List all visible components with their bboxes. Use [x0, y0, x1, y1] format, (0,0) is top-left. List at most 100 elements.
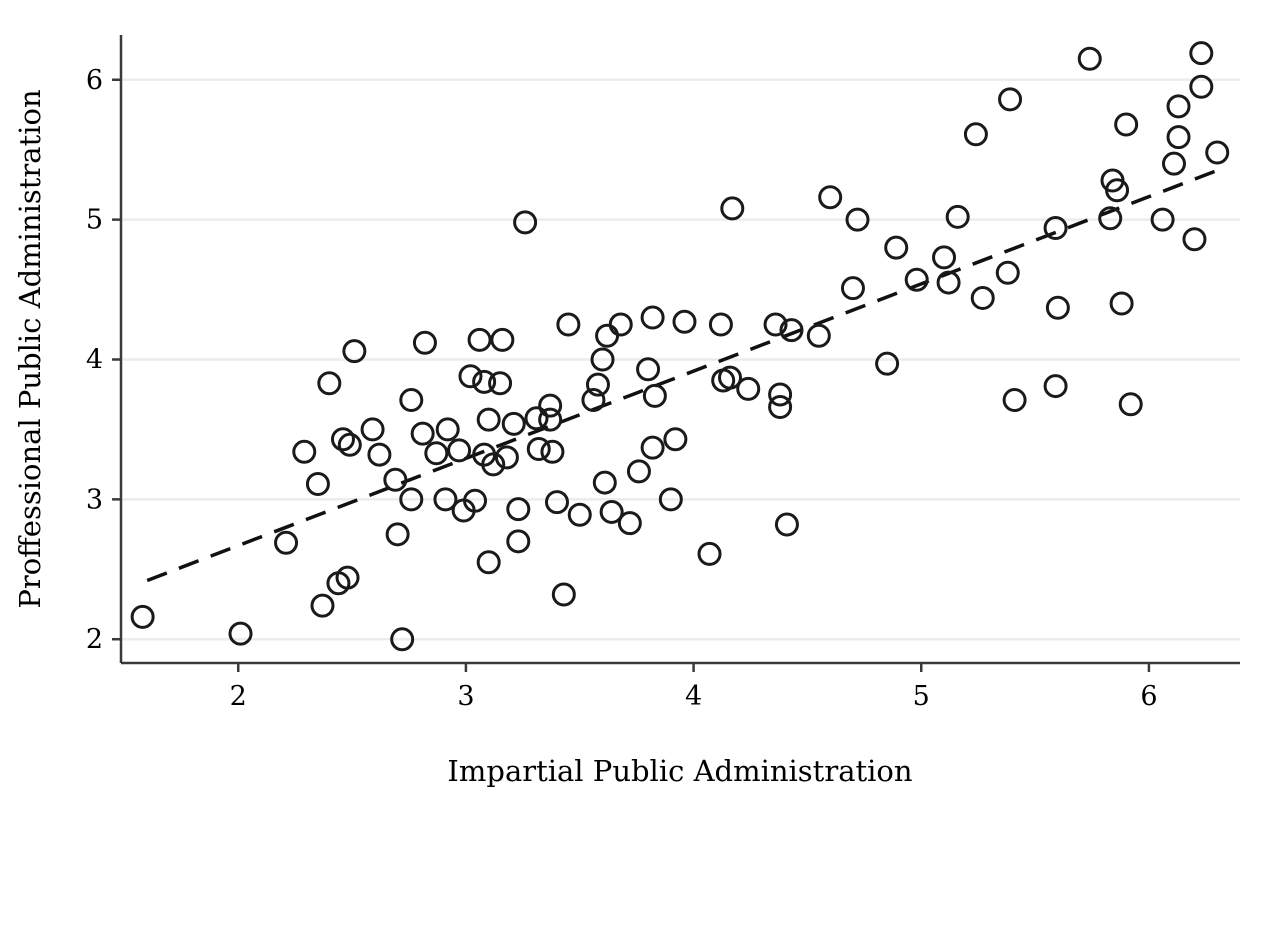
data-point — [330, 427, 355, 452]
data-point — [1205, 140, 1230, 165]
data-point — [342, 339, 367, 364]
data-point — [463, 488, 488, 513]
data-point — [360, 417, 385, 442]
data-point — [412, 330, 437, 355]
data-point — [779, 318, 804, 343]
data-point — [390, 627, 415, 652]
data-point — [1182, 227, 1207, 252]
data-point — [617, 511, 642, 536]
data-point — [818, 185, 843, 210]
data-point — [488, 371, 513, 396]
data-point — [663, 427, 688, 452]
data-point — [433, 487, 458, 512]
data-point — [1189, 74, 1214, 99]
data-point — [970, 285, 995, 310]
data-point — [672, 309, 697, 334]
data-point — [538, 393, 563, 418]
data-points — [130, 41, 1230, 652]
data-point — [490, 327, 515, 352]
data-point — [494, 445, 519, 470]
data-point — [385, 522, 410, 547]
data-point — [1166, 94, 1191, 119]
data-point — [1114, 112, 1139, 137]
data-point — [367, 442, 392, 467]
data-point — [435, 417, 460, 442]
data-point — [936, 270, 961, 295]
data-point — [932, 245, 957, 270]
data-point — [1077, 46, 1102, 71]
data-point — [768, 382, 793, 407]
data-point — [513, 210, 538, 235]
data-point — [904, 267, 929, 292]
data-point — [228, 621, 253, 646]
data-point — [305, 471, 330, 496]
data-point — [399, 388, 424, 413]
data-point — [736, 376, 761, 401]
tick-labels: 2 3 4 5 6 2 3 4 5 6 — [86, 65, 1158, 712]
y-tick-label: 6 — [86, 65, 103, 96]
data-point — [708, 312, 733, 337]
x-tick-label: 6 — [1140, 681, 1157, 712]
axes — [112, 35, 1240, 672]
data-point — [718, 365, 743, 390]
data-point — [1189, 41, 1214, 66]
data-point — [310, 593, 335, 618]
data-point — [590, 347, 615, 372]
data-point — [1150, 207, 1175, 232]
y-tick-label: 3 — [86, 484, 103, 515]
data-point — [720, 196, 745, 221]
x-tick-label: 3 — [457, 681, 474, 712]
data-point — [768, 395, 793, 420]
data-point — [567, 502, 592, 527]
data-point — [292, 439, 317, 464]
data-point — [317, 371, 342, 396]
data-point — [963, 122, 988, 147]
data-point — [636, 357, 661, 382]
data-point — [506, 497, 531, 522]
data-point — [335, 565, 360, 590]
data-point — [551, 582, 576, 607]
data-point — [410, 421, 435, 446]
data-point — [337, 432, 362, 457]
data-point — [1118, 392, 1143, 417]
data-point — [458, 364, 483, 389]
data-point — [626, 459, 651, 484]
y-tick-label: 5 — [86, 205, 103, 236]
data-point — [1109, 291, 1134, 316]
data-point — [130, 604, 155, 629]
data-point — [383, 467, 408, 492]
x-axis-title: Impartial Public Administration — [447, 754, 912, 788]
data-point — [1045, 295, 1070, 320]
data-point — [1002, 388, 1027, 413]
data-point — [875, 351, 900, 376]
data-point — [599, 499, 624, 524]
data-point — [538, 407, 563, 432]
data-point — [995, 260, 1020, 285]
y-axis-title: Proffessional Public Administration — [13, 89, 47, 608]
data-point — [595, 323, 620, 348]
data-point — [472, 369, 497, 394]
gridlines — [121, 78, 1240, 641]
x-tick-label: 5 — [913, 681, 930, 712]
y-tick-label: 2 — [86, 624, 103, 655]
fit-line — [146, 166, 1225, 583]
data-point — [1043, 216, 1068, 241]
data-point — [1043, 374, 1068, 399]
data-point — [424, 441, 449, 466]
trend-line — [146, 166, 1225, 583]
data-point — [642, 383, 667, 408]
data-point — [658, 487, 683, 512]
data-point — [447, 438, 472, 463]
data-point — [806, 323, 831, 348]
data-point — [556, 312, 581, 337]
data-point — [697, 541, 722, 566]
data-point — [274, 530, 299, 555]
data-point — [467, 327, 492, 352]
data-point — [640, 435, 665, 460]
data-point — [1105, 178, 1130, 203]
data-point — [1166, 125, 1191, 150]
data-point — [640, 305, 665, 330]
data-point — [945, 204, 970, 229]
data-point — [608, 312, 633, 337]
